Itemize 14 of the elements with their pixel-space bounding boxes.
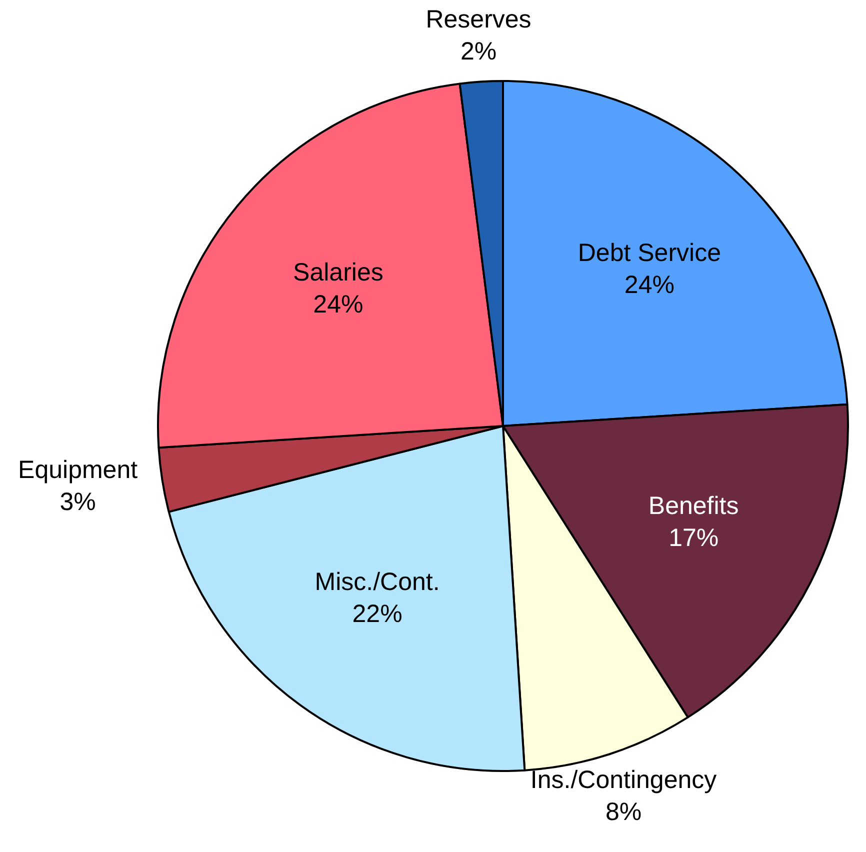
slice-label: Equipment [18,456,138,484]
data-label: 24% [313,290,364,319]
slice-label: Reserves [426,6,532,34]
data-label: 17% [668,524,719,552]
data-label: 22% [352,600,402,628]
data-label: 2% [460,38,497,66]
slice-label: Misc./Cont. [314,568,440,596]
slice-label: Ins./Contingency [530,766,718,794]
slice-label: Debt Service [578,238,721,267]
data-label: 3% [60,488,96,516]
data-label: 24% [624,270,674,299]
slice-label: Benefits [648,492,739,520]
slice-label: Salaries [293,258,384,287]
data-label: 8% [605,798,642,826]
